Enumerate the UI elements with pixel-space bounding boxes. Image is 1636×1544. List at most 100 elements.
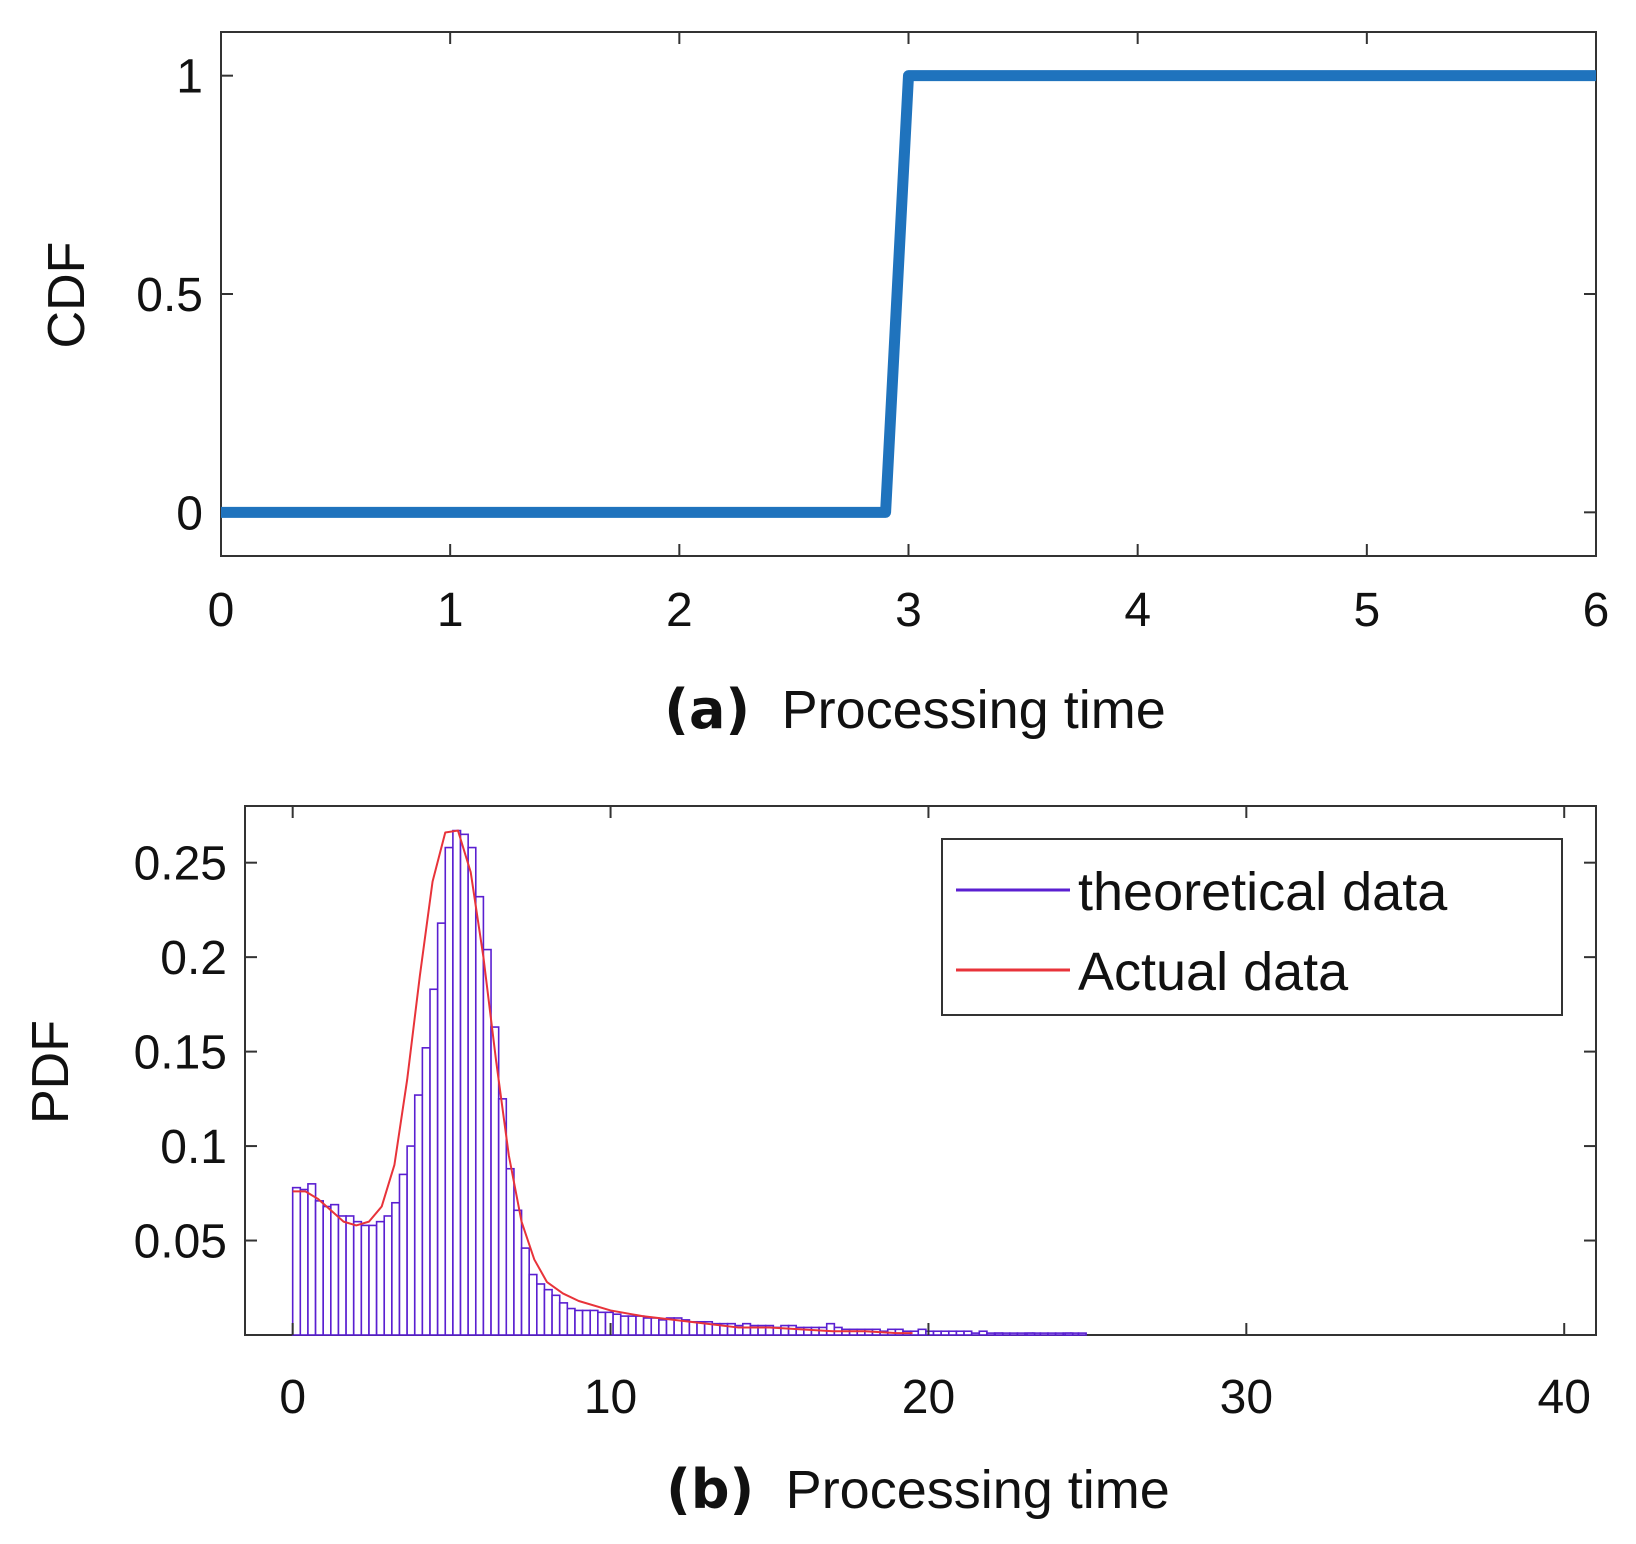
histogram-bar bbox=[742, 1322, 752, 1336]
histogram-bar bbox=[978, 1330, 988, 1336]
legend-box bbox=[941, 838, 1563, 1016]
pdf-caption: (b) Processing time bbox=[666, 1458, 1170, 1521]
histogram-bar bbox=[787, 1324, 798, 1336]
cdf-x-tick-label: 4 bbox=[1124, 584, 1151, 637]
histogram-bar bbox=[520, 1247, 530, 1336]
pdf-x-tick-label: 30 bbox=[1220, 1371, 1273, 1424]
histogram-bar bbox=[1026, 1332, 1036, 1336]
histogram-bar bbox=[658, 1319, 668, 1336]
histogram-bar bbox=[528, 1273, 538, 1336]
histogram-bar bbox=[391, 1201, 401, 1336]
histogram-bar bbox=[566, 1307, 576, 1336]
histogram-bar bbox=[421, 1047, 431, 1336]
histogram-bar bbox=[1016, 1332, 1026, 1336]
histogram-bar bbox=[932, 1330, 942, 1336]
histogram-bar bbox=[543, 1288, 553, 1336]
histogram-bar bbox=[360, 1224, 370, 1336]
pdf-histogram bbox=[291, 829, 1087, 1336]
histogram-bar bbox=[413, 1094, 424, 1336]
histogram-bar bbox=[337, 1215, 347, 1336]
pdf-y-tick-label: 0.05 bbox=[134, 1216, 227, 1269]
histogram-bar bbox=[345, 1215, 355, 1336]
histogram-bar bbox=[1047, 1332, 1057, 1336]
histogram-bar bbox=[314, 1200, 324, 1336]
pdf-fit-series bbox=[292, 829, 913, 1335]
histogram-bar bbox=[994, 1332, 1004, 1336]
cdf-series bbox=[221, 70, 1596, 518]
histogram-bar bbox=[467, 846, 477, 1336]
histogram-bar bbox=[925, 1330, 935, 1336]
cdf-x-axis-title: Processing time bbox=[782, 680, 1166, 740]
histogram-bar bbox=[368, 1224, 378, 1336]
histogram-bar bbox=[597, 1311, 607, 1336]
histogram-bar bbox=[452, 829, 462, 1336]
histogram-bar bbox=[429, 988, 439, 1336]
histogram-bar bbox=[917, 1328, 927, 1336]
histogram-bar bbox=[627, 1315, 637, 1336]
cdf-y-tick-label: 1 bbox=[176, 51, 203, 104]
histogram-bar bbox=[505, 1167, 515, 1336]
histogram-bar bbox=[398, 1173, 408, 1336]
histogram-bar bbox=[444, 846, 454, 1336]
histogram-bar bbox=[589, 1309, 599, 1336]
cdf-x-ticks: 0 1 2 3 4 5 6 bbox=[208, 32, 1610, 637]
histogram-bar bbox=[513, 1209, 523, 1336]
histogram-bar bbox=[574, 1309, 584, 1336]
pdf-panel: 0 10 20 30 40 0.05 0.1 0.15 0.2 0.25 theoretical… bbox=[22, 805, 1597, 1521]
histogram-bar bbox=[322, 1205, 332, 1336]
cdf-y-tick-label: 0 bbox=[176, 487, 203, 540]
cdf-x-tick-label: 0 bbox=[208, 584, 235, 637]
histogram-bar bbox=[291, 1186, 302, 1336]
histogram-bar bbox=[619, 1315, 630, 1336]
histogram-bar bbox=[642, 1317, 653, 1336]
pdf-x-tick-label: 20 bbox=[902, 1371, 955, 1424]
cdf-x-tick-label: 6 bbox=[1583, 584, 1610, 637]
histogram-bar bbox=[688, 1320, 698, 1336]
histogram-bar bbox=[459, 833, 469, 1336]
histogram-bar bbox=[436, 922, 447, 1336]
cdf-caption: (a) Processing time bbox=[664, 678, 1165, 741]
cdf-line bbox=[221, 70, 1596, 518]
histogram-bar bbox=[963, 1330, 973, 1336]
pdf-x-axis-title: Processing time bbox=[786, 1460, 1170, 1520]
pdf-y-tick-label: 0.15 bbox=[134, 1027, 227, 1080]
pdf-x-tick-label: 10 bbox=[584, 1371, 637, 1424]
histogram-bar bbox=[780, 1324, 790, 1336]
histogram-bar bbox=[635, 1315, 645, 1336]
histogram-bar bbox=[612, 1313, 622, 1336]
cdf-y-ticks: 00.51 bbox=[136, 51, 1596, 540]
histogram-bar bbox=[299, 1188, 309, 1336]
cdf-x-tick-label: 2 bbox=[666, 584, 693, 637]
cdf-y-tick-label: 0.5 bbox=[136, 269, 203, 322]
cdf-x-tick-label: 1 bbox=[437, 584, 464, 637]
pdf-y-tick-label: 0.25 bbox=[134, 838, 227, 891]
histogram-bar bbox=[947, 1330, 958, 1336]
histogram-bar bbox=[986, 1332, 996, 1336]
histogram-bar bbox=[375, 1220, 386, 1336]
actual-data-line bbox=[292, 829, 913, 1335]
legend-label-theoretical: theoretical data bbox=[1078, 862, 1448, 922]
histogram-bar bbox=[940, 1330, 950, 1336]
histogram-bar bbox=[825, 1322, 836, 1336]
histogram-bar bbox=[581, 1309, 592, 1336]
histogram-bar bbox=[383, 1215, 393, 1336]
histogram-bar bbox=[558, 1302, 569, 1336]
pdf-x-tick-label: 40 bbox=[1538, 1371, 1591, 1424]
histogram-bar bbox=[307, 1183, 317, 1336]
legend-label-actual: Actual data bbox=[1078, 942, 1349, 1002]
pdf-y-tick-label: 0.1 bbox=[160, 1121, 227, 1174]
legend: theoretical data Actual data bbox=[941, 838, 1563, 1016]
cdf-y-axis-title: CDF bbox=[38, 242, 96, 349]
histogram-bar bbox=[352, 1220, 363, 1336]
pdf-x-tick-label: 0 bbox=[279, 1371, 306, 1424]
pdf-x-ticks: 0 10 20 30 40 bbox=[279, 806, 1591, 1424]
histogram-bar bbox=[551, 1294, 561, 1336]
cdf-x-tick-label: 5 bbox=[1353, 584, 1380, 637]
histogram-bar bbox=[1009, 1332, 1019, 1336]
histogram-bar bbox=[955, 1330, 965, 1336]
histogram-bar bbox=[536, 1283, 546, 1336]
histogram-bar bbox=[330, 1203, 340, 1336]
pdf-y-ticks: 0.05 0.1 0.15 0.2 0.25 bbox=[134, 838, 1596, 1269]
